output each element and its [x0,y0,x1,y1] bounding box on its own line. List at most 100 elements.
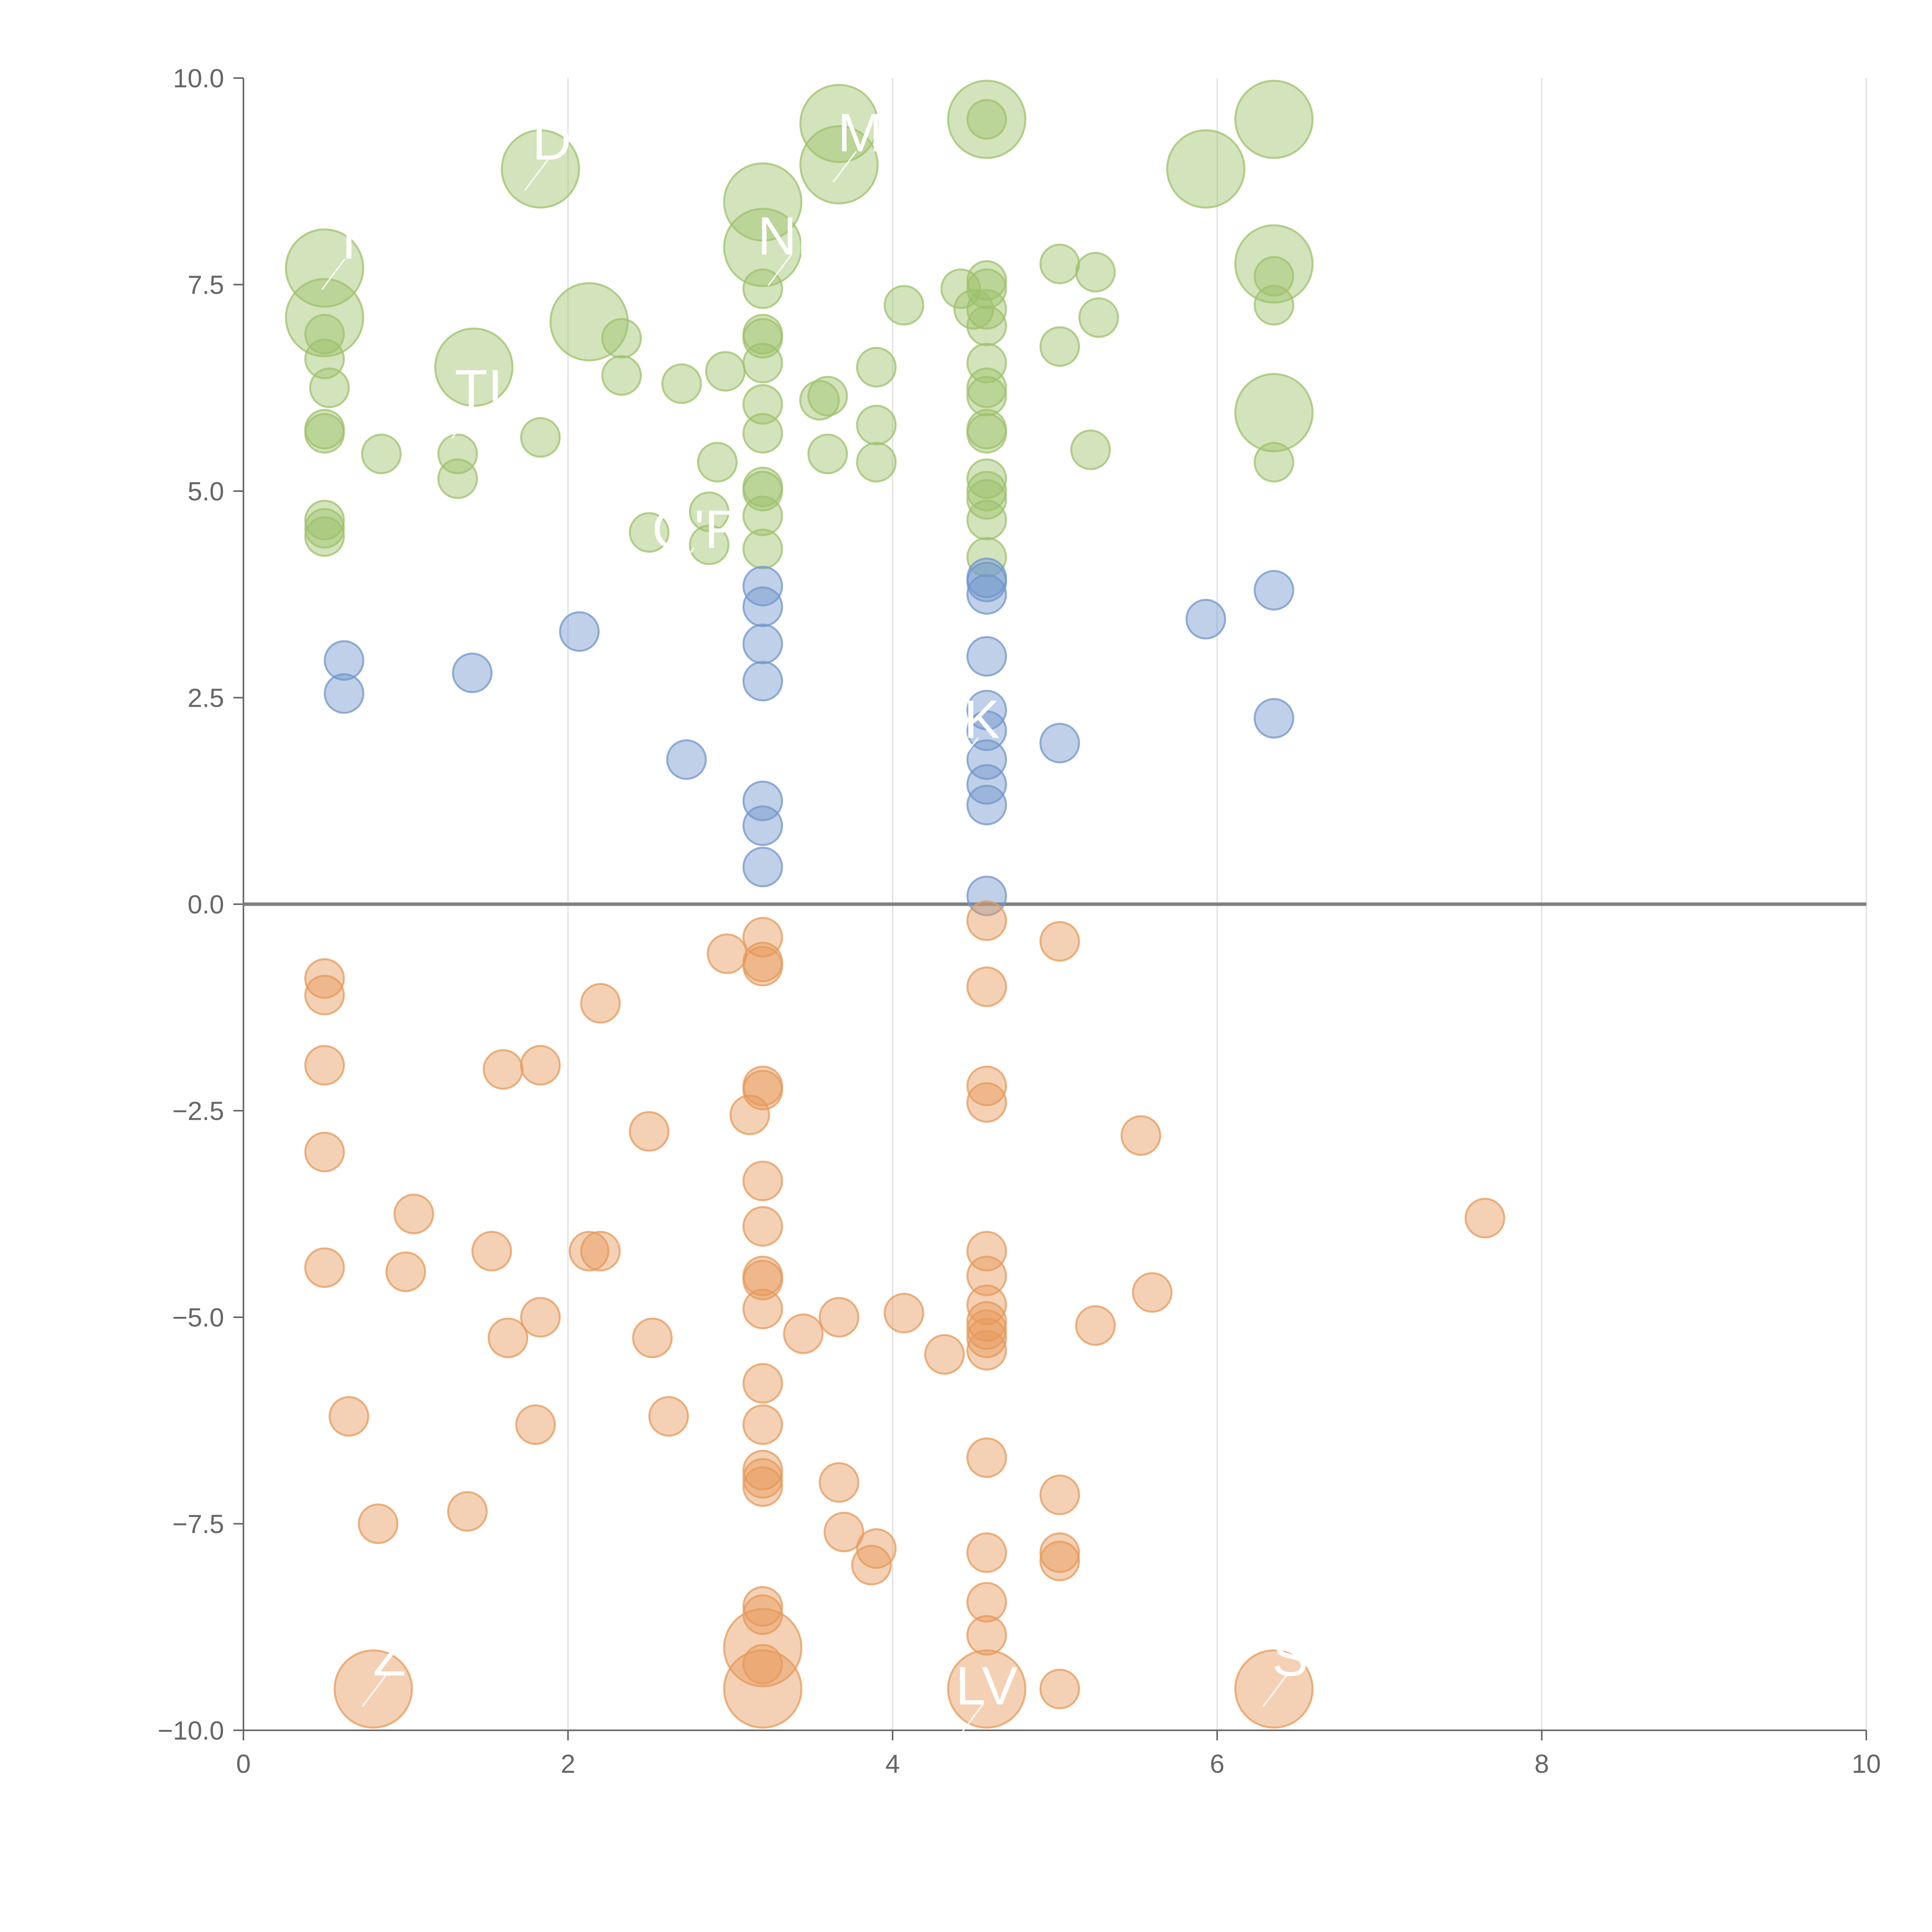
point-annotation: O'R [652,499,744,560]
blue-point [742,566,783,607]
annotation-leader [832,151,857,183]
annotation-leader [321,258,346,290]
orange-point [1039,1532,1080,1573]
green-point [742,495,783,536]
orange-point [515,1404,556,1445]
x-tick-label: 0 [236,1749,251,1779]
orange-point [580,983,621,1024]
orange-point [304,958,345,999]
orange-point [818,1462,859,1503]
y-tick-label: −10.0 [158,1716,224,1745]
green-point [689,524,730,565]
orange-point [1039,1475,1080,1515]
annotation-leader [524,159,549,191]
green-point [856,442,897,483]
blue-point [966,636,1007,677]
orange-point [851,1544,892,1585]
annotation-leader [959,1704,984,1736]
point-annotation: Z [373,1626,406,1687]
green-point [601,318,642,359]
orange-point [742,1644,783,1685]
orange-point [304,1045,345,1086]
blue-point [742,586,783,627]
annotation-leader [362,1675,386,1707]
blue-point [666,739,707,780]
orange-point [966,1437,1007,1478]
orange-point [393,1194,434,1235]
green-point [1078,297,1119,338]
orange-point [1039,921,1080,962]
green-point [966,305,1007,346]
green-point [434,327,514,407]
orange-point [520,1297,561,1338]
green-point [966,260,1007,301]
green-point [856,347,897,388]
orange-point [333,1649,413,1729]
orange-point [924,1334,965,1375]
orange-point [966,1301,1007,1342]
blue-point [1253,698,1294,739]
green-point [799,125,879,204]
y-tick-label: −7.5 [172,1510,224,1539]
green-point [1253,256,1294,297]
annotation-leader [767,254,792,286]
orange-point [1121,1115,1162,1156]
orange-point [742,1458,783,1499]
green-point [856,405,897,446]
green-point [1039,326,1080,367]
y-tick-label: 7.5 [187,270,224,300]
blue-point [323,673,364,714]
blue-point [742,781,783,821]
blue-point [966,784,1007,825]
blue-point [742,805,783,846]
green-point [742,318,783,359]
orange-point [966,1231,1007,1272]
green-point [947,80,1027,159]
y-tick-label: 2.5 [187,684,224,713]
green-point [742,529,783,570]
orange-point [483,1049,524,1090]
orange-point [742,1206,783,1247]
green-point [966,343,1007,384]
green-point [304,516,345,557]
green-point [799,84,879,163]
orange-point [966,1532,1007,1573]
orange-point [632,1317,673,1358]
green-point [304,413,345,454]
green-point [304,500,345,541]
orange-point [471,1231,512,1272]
orange-point [742,946,783,986]
orange-point [966,1255,1007,1296]
green-point [742,343,783,384]
orange-point [1075,1305,1116,1346]
orange-point [447,1491,488,1532]
point-annotation: T [332,210,366,270]
green-point [723,162,803,242]
orange-point [629,1111,670,1152]
green-point [549,282,629,362]
annotation-leader [670,547,695,580]
green-point [742,413,783,454]
green-point [437,434,478,474]
green-point [309,367,350,408]
green-point [689,491,730,532]
green-point [883,285,924,326]
y-tick-label: −2.5 [172,1097,224,1126]
orange-point [520,1045,561,1086]
green-point [966,376,1007,417]
x-tick-label: 10 [1852,1749,1881,1779]
blue-point [323,640,364,681]
green-point [285,228,364,308]
orange-point [742,1260,783,1301]
green-point [437,458,478,499]
annotation-leader [1262,1675,1287,1707]
green-point [742,471,783,512]
y-tick-label: 10.0 [173,64,224,93]
orange-point [488,1317,529,1358]
green-point [966,367,1007,408]
orange-point [1464,1197,1505,1238]
blue-point [966,561,1007,602]
orange-point [304,1247,345,1288]
green-point [742,384,783,425]
